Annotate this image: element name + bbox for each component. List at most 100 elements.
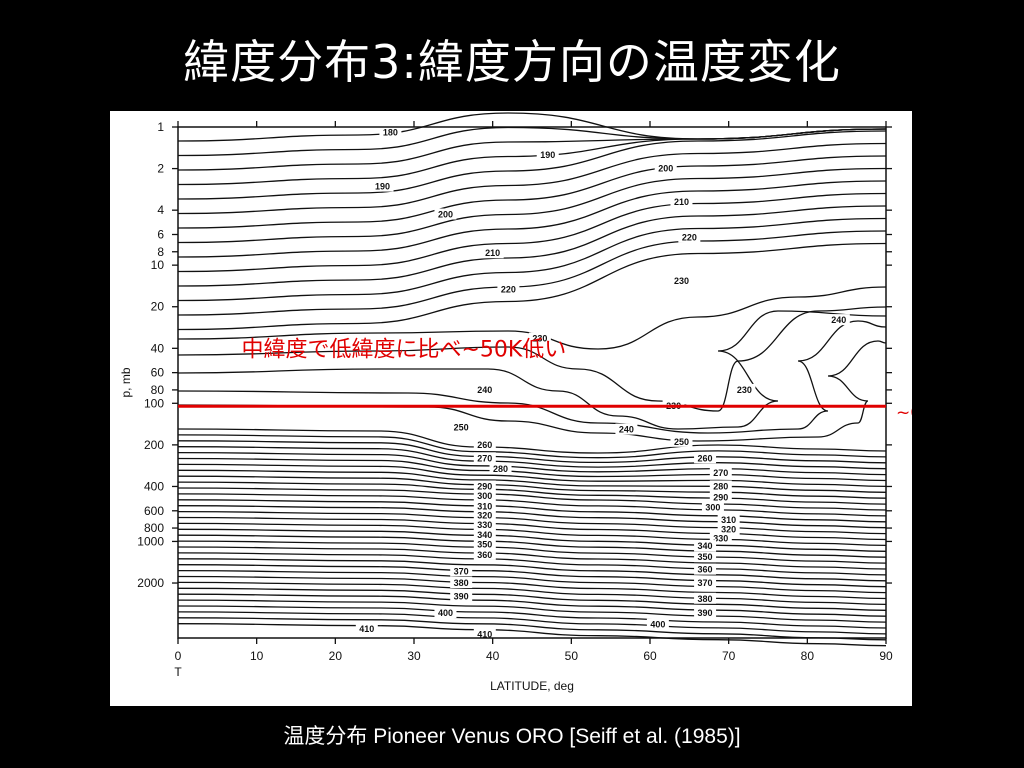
contour-label: 350 <box>698 552 713 562</box>
contour-label-bg <box>694 563 717 575</box>
slide-title: 緯度分布3:緯度方向の温度変化 <box>183 35 841 89</box>
x-extra-label: T <box>174 665 182 679</box>
contour-line <box>177 155 887 229</box>
contour-line <box>177 286 887 350</box>
figure-caption: 温度分布 Pioneer Venus ORO [Seiff et al. (19… <box>283 725 741 748</box>
contour-label-bg <box>473 548 496 560</box>
y-tick-label: 1000 <box>137 534 164 548</box>
contour-label-bg <box>694 577 717 589</box>
contour-label-bg <box>497 283 520 295</box>
contour-label: 360 <box>698 565 713 575</box>
contour-label: 280 <box>713 481 728 491</box>
contour-label-bg <box>654 162 677 174</box>
contour-line <box>177 528 887 552</box>
contour-line <box>177 440 887 464</box>
contour-label-bg <box>473 509 496 521</box>
contour-label: 290 <box>713 492 728 502</box>
contour-label: 210 <box>674 197 689 207</box>
contour-lines <box>177 112 887 647</box>
contour-label-bg <box>701 501 724 513</box>
contour-label-layer: 180 190 190 200 200 210 210 220 220 230 240 230 240 2… <box>355 126 850 640</box>
y-tick-label: 400 <box>144 479 164 493</box>
plot-frame <box>177 126 887 639</box>
contour-line <box>177 552 887 576</box>
contour-label-bg <box>709 491 732 503</box>
contour-label: 330 <box>477 520 492 530</box>
x-tick-label: 60 <box>643 649 657 663</box>
contour-label: 370 <box>454 566 469 576</box>
contour-line <box>177 505 887 529</box>
contour-label-bg <box>489 463 512 475</box>
y-tick-label: 20 <box>151 300 165 314</box>
contour-line <box>177 534 887 558</box>
contour-label-bg <box>473 628 496 640</box>
contour-label: 340 <box>477 530 492 540</box>
contour-line <box>177 320 887 434</box>
contour-line <box>177 142 887 215</box>
contour-label-bg <box>355 622 378 634</box>
reference-line-label: ~64km <box>896 403 912 423</box>
contour-line <box>177 587 887 611</box>
contour-label-bg <box>694 607 717 619</box>
contour-label: 270 <box>477 453 492 463</box>
contour-label: 330 <box>713 533 728 543</box>
contour-line <box>177 493 887 517</box>
contour-label: 350 <box>477 539 492 549</box>
contour-label: 220 <box>682 232 697 242</box>
contour-label: 410 <box>359 624 374 634</box>
annotation-text: 中緯度で低緯度に比べ~50K低い <box>241 337 566 362</box>
contour-label: 290 <box>477 481 492 491</box>
contour-label: 250 <box>674 437 689 447</box>
contour-label-bg <box>670 435 693 447</box>
contour-label-bg <box>536 149 559 161</box>
contour-line <box>177 569 887 594</box>
contour-line <box>177 540 887 564</box>
x-tick-label: 0 <box>175 649 182 663</box>
contour-label-bg <box>670 196 693 208</box>
y-tick-label: 200 <box>144 438 164 452</box>
y-tick-label: 40 <box>151 341 165 355</box>
x-axis-label: LATITUDE, deg <box>490 679 574 693</box>
contour-label: 380 <box>698 594 713 604</box>
x-tick-label: 40 <box>486 649 500 663</box>
contour-label: 280 <box>493 464 508 474</box>
contour-line <box>177 499 887 523</box>
contour-label-bg <box>450 577 473 589</box>
figure-panel: 180 190 190 200 200 210 210 220 220 230 240 230 240 2… <box>110 111 912 706</box>
contour-line <box>177 617 887 641</box>
contour-label: 240 <box>831 315 846 325</box>
contour-label-bg <box>473 480 496 492</box>
contour-label: 320 <box>477 511 492 521</box>
contour-label-bg <box>717 523 740 535</box>
contour-label-bg <box>827 314 850 326</box>
contour-label-bg <box>450 421 473 433</box>
contour-label-bg <box>473 383 496 395</box>
contour-label: 230 <box>674 276 689 286</box>
x-tick-label: 70 <box>722 649 736 663</box>
contour-label: 180 <box>383 128 398 138</box>
contour-label-bg <box>717 514 740 526</box>
contour-label-bg <box>434 208 457 220</box>
contour-label-bg <box>371 180 394 192</box>
contour-label: 190 <box>375 182 390 192</box>
contour-line <box>177 516 887 541</box>
contour-line <box>177 130 887 200</box>
contour-label: 410 <box>477 629 492 639</box>
contour-line <box>177 581 887 606</box>
contour-label-bg <box>473 538 496 550</box>
contour-line <box>177 623 887 647</box>
contour-line <box>177 475 887 499</box>
contour-label-bg <box>450 565 473 577</box>
contour-label-bg <box>473 452 496 464</box>
contour-label: 200 <box>438 210 453 220</box>
contour-label-bg <box>709 532 732 544</box>
contour-label: 240 <box>477 385 492 395</box>
contour-line <box>177 167 887 244</box>
y-tick-label: 60 <box>151 366 165 380</box>
y-tick-label: 100 <box>144 396 164 410</box>
contour-label: 360 <box>477 550 492 560</box>
contour-line <box>177 558 887 582</box>
contour-line <box>177 306 887 412</box>
